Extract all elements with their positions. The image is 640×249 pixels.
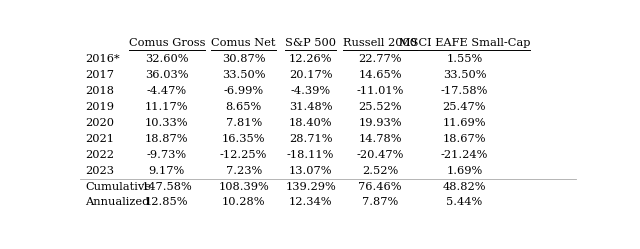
Text: -6.99%: -6.99% [223, 86, 264, 96]
Text: Comus Net: Comus Net [211, 38, 276, 48]
Text: Comus Gross: Comus Gross [129, 38, 205, 48]
Text: 33.50%: 33.50% [443, 70, 486, 80]
Text: 5.44%: 5.44% [446, 197, 483, 207]
Text: 7.23%: 7.23% [225, 166, 262, 176]
Text: 36.03%: 36.03% [145, 70, 189, 80]
Text: 11.17%: 11.17% [145, 102, 189, 112]
Text: 18.67%: 18.67% [443, 134, 486, 144]
Text: 22.77%: 22.77% [358, 54, 402, 64]
Text: 2019: 2019 [85, 102, 114, 112]
Text: -4.47%: -4.47% [147, 86, 187, 96]
Text: Cumulative: Cumulative [85, 182, 151, 191]
Text: 33.50%: 33.50% [222, 70, 266, 80]
Text: 10.33%: 10.33% [145, 118, 189, 128]
Text: 12.34%: 12.34% [289, 197, 332, 207]
Text: 2.52%: 2.52% [362, 166, 398, 176]
Text: 76.46%: 76.46% [358, 182, 402, 191]
Text: 32.60%: 32.60% [145, 54, 189, 64]
Text: 1.69%: 1.69% [446, 166, 483, 176]
Text: 48.82%: 48.82% [443, 182, 486, 191]
Text: 139.29%: 139.29% [285, 182, 336, 191]
Text: 19.93%: 19.93% [358, 118, 402, 128]
Text: -20.47%: -20.47% [356, 150, 404, 160]
Text: 7.87%: 7.87% [362, 197, 398, 207]
Text: 7.81%: 7.81% [225, 118, 262, 128]
Text: -21.24%: -21.24% [441, 150, 488, 160]
Text: -17.58%: -17.58% [441, 86, 488, 96]
Text: 12.85%: 12.85% [145, 197, 189, 207]
Text: 108.39%: 108.39% [218, 182, 269, 191]
Text: 20.17%: 20.17% [289, 70, 332, 80]
Text: 18.40%: 18.40% [289, 118, 332, 128]
Text: 9.17%: 9.17% [148, 166, 185, 176]
Text: 2018: 2018 [85, 86, 114, 96]
Text: 1.55%: 1.55% [446, 54, 483, 64]
Text: 25.52%: 25.52% [358, 102, 402, 112]
Text: -9.73%: -9.73% [147, 150, 187, 160]
Text: -18.11%: -18.11% [287, 150, 334, 160]
Text: -4.39%: -4.39% [291, 86, 331, 96]
Text: 25.47%: 25.47% [443, 102, 486, 112]
Text: 13.07%: 13.07% [289, 166, 332, 176]
Text: MSCI EAFE Small-Cap: MSCI EAFE Small-Cap [399, 38, 530, 48]
Text: 2020: 2020 [85, 118, 114, 128]
Text: 30.87%: 30.87% [222, 54, 266, 64]
Text: 18.87%: 18.87% [145, 134, 189, 144]
Text: -11.01%: -11.01% [356, 86, 404, 96]
Text: 8.65%: 8.65% [225, 102, 262, 112]
Text: Annualized: Annualized [85, 197, 149, 207]
Text: -12.25%: -12.25% [220, 150, 268, 160]
Text: 14.65%: 14.65% [358, 70, 402, 80]
Text: Russell 2000: Russell 2000 [343, 38, 417, 48]
Text: 16.35%: 16.35% [222, 134, 266, 144]
Text: 2022: 2022 [85, 150, 114, 160]
Text: 2021: 2021 [85, 134, 114, 144]
Text: 10.28%: 10.28% [222, 197, 266, 207]
Text: 14.78%: 14.78% [358, 134, 402, 144]
Text: 12.26%: 12.26% [289, 54, 332, 64]
Text: 2016*: 2016* [85, 54, 120, 64]
Text: 2017: 2017 [85, 70, 114, 80]
Text: 147.58%: 147.58% [141, 182, 192, 191]
Text: 2023: 2023 [85, 166, 114, 176]
Text: 31.48%: 31.48% [289, 102, 332, 112]
Text: 28.71%: 28.71% [289, 134, 332, 144]
Text: S&P 500: S&P 500 [285, 38, 336, 48]
Text: 11.69%: 11.69% [443, 118, 486, 128]
